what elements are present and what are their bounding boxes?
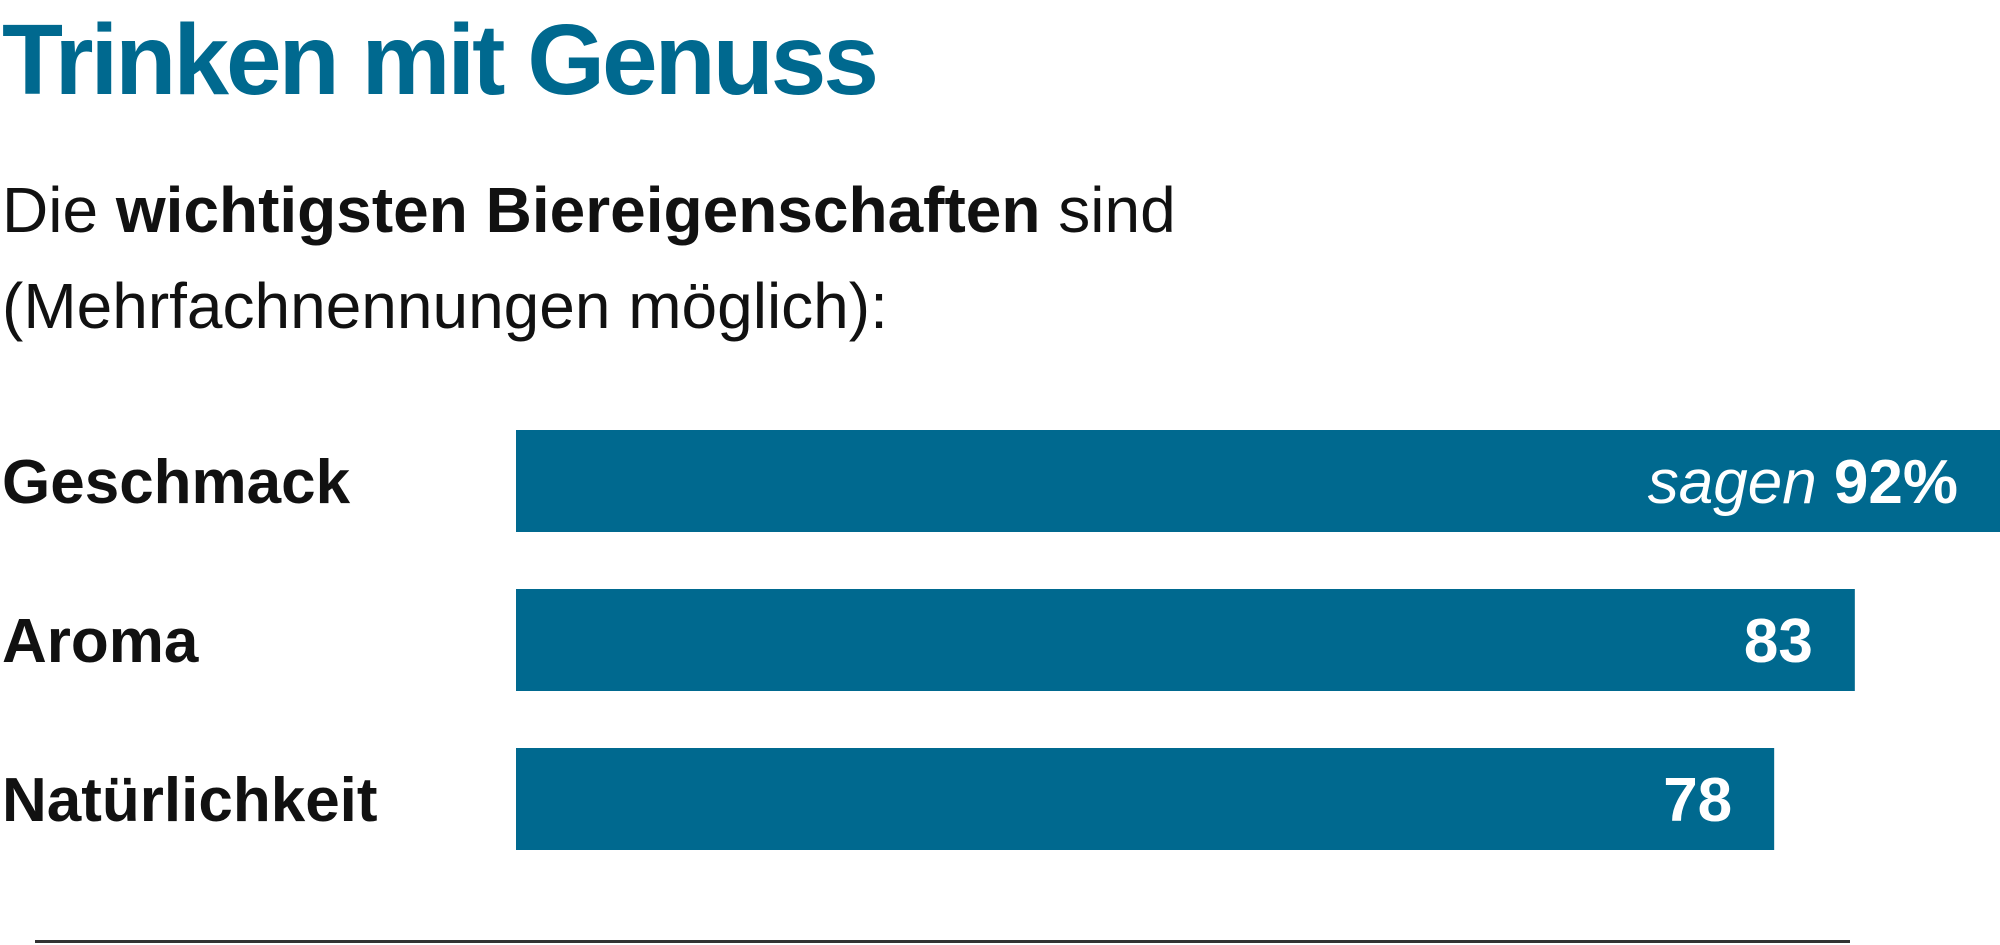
bar-value-number: 92% bbox=[1834, 448, 1958, 517]
bar bbox=[516, 430, 2000, 532]
subtitle-suffix: sind bbox=[1040, 174, 1176, 246]
category-label: Natürlichkeit bbox=[2, 766, 378, 835]
bar-value-label: 78 bbox=[1663, 766, 1732, 835]
bar-value-prefix: sagen bbox=[1648, 448, 1834, 517]
chart-subtitle: Die wichtigsten Biereigenschaften sind (M… bbox=[2, 162, 1176, 354]
bar-value-number: 83 bbox=[1744, 607, 1813, 676]
bar-value-label: 83 bbox=[1744, 607, 1813, 676]
bar-value-number: 78 bbox=[1663, 766, 1732, 835]
bar-value-label: sagen 92% bbox=[1648, 448, 1958, 517]
subtitle-prefix: Die bbox=[2, 174, 116, 246]
bottom-divider bbox=[35, 940, 1850, 943]
bar bbox=[516, 748, 1775, 850]
chart-title: Trinken mit Genuss bbox=[2, 4, 879, 116]
subtitle-line2: (Mehrfachnennungen möglich): bbox=[2, 270, 888, 342]
category-label: Geschmack bbox=[2, 448, 351, 517]
subtitle-emphasis: wichtigsten Biereigenschaften bbox=[115, 174, 1041, 246]
bar bbox=[516, 589, 1855, 691]
category-label: Aroma bbox=[2, 607, 199, 676]
